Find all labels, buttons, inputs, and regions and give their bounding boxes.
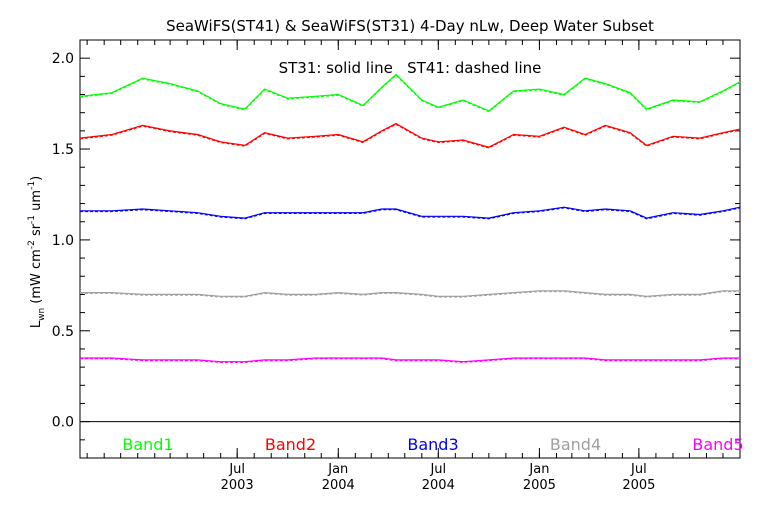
chart-title: SeaWiFS(ST41) & SeaWiFS(ST31) 4-Day nLw,… [166, 17, 654, 35]
series-line-band1 [79, 73, 741, 112]
y-tick-label: 2.0 [52, 51, 74, 67]
y-axis-label-exp-a: -2 [27, 240, 37, 249]
y-tick-label: 0.5 [52, 324, 74, 340]
legend-label-band4: Band4 [550, 435, 601, 454]
series-line-band3 [80, 206, 741, 219]
series-line-band5 [80, 357, 740, 363]
y-axis-label-units-c: um [29, 190, 44, 215]
series-dashed-line-band5 [80, 358, 740, 364]
legend-label-band5: Band5 [692, 435, 743, 454]
y-tick-label: 0.0 [52, 415, 74, 431]
x-tick-label-month: Jan [327, 462, 348, 477]
x-tick-label-year: 2005 [523, 478, 556, 493]
series-dashed-line-band1 [79, 74, 741, 113]
x-tick-label-month: Jul [228, 462, 245, 477]
x-tick-label-year: 2004 [322, 478, 355, 493]
y-axis-label: Lwn (mW cm-2 sr-1 um-1) [27, 176, 47, 328]
legend-label-band3: Band3 [407, 435, 458, 454]
plot-frame [79, 39, 741, 459]
y-axis-label-sub: wn [37, 308, 47, 321]
y-axis-label-exp-b: -1 [27, 215, 37, 224]
x-tick-label-month: Jan [528, 462, 549, 477]
series-line-band2 [79, 122, 741, 148]
y-axis-label-main: L [29, 320, 44, 328]
y-axis-label-exp-c: -1 [27, 181, 37, 190]
y-axis-label-units-b: sr [29, 223, 44, 240]
x-tick-label-year: 2004 [422, 478, 455, 493]
x-tick-label-year: 2003 [221, 478, 254, 493]
chart-annotation: ST31: solid line ST41: dashed line [279, 59, 542, 77]
y-tick-label: 1.5 [52, 142, 74, 158]
series-line-band4 [80, 290, 740, 297]
series-dashed-line-band4 [80, 291, 740, 298]
series-dashed-line-band3 [80, 207, 741, 220]
x-tick-label-month: Jul [630, 462, 647, 477]
series-dashed-line-band2 [79, 123, 741, 149]
legend-label-band2: Band2 [265, 435, 316, 454]
y-tick-label: 1.0 [52, 233, 74, 249]
legend-label-band1: Band1 [122, 435, 173, 454]
x-tick-label-month: Jul [429, 462, 446, 477]
plot-area: 0.00.51.01.52.0Jul2003Jan2004Jul2004Jan2… [52, 39, 744, 493]
y-axis-label-units-d: ) [29, 176, 44, 181]
x-tick-label-year: 2005 [622, 478, 655, 493]
y-axis-label-units-a: (mW cm [29, 249, 44, 308]
